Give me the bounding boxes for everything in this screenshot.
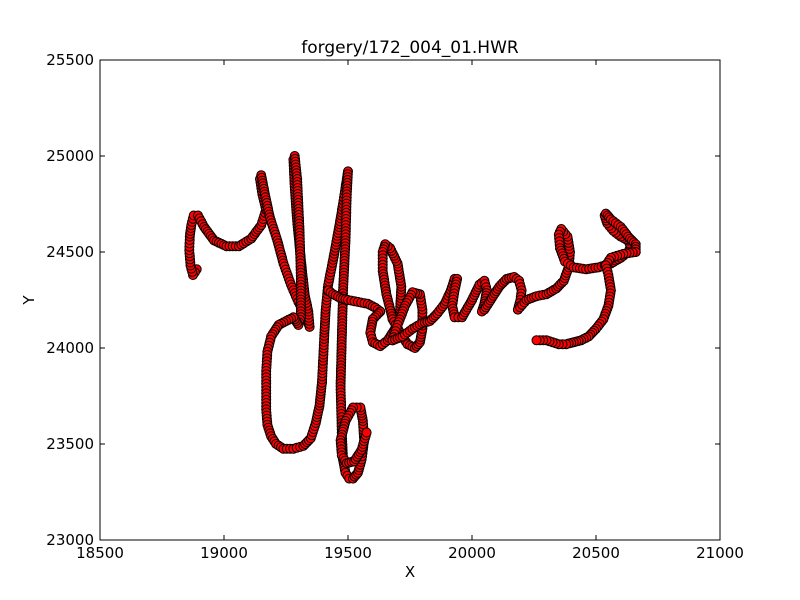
data-layer xyxy=(184,151,641,484)
y-tick-label: 23500 xyxy=(46,435,94,453)
x-tick-label: 19500 xyxy=(324,544,372,562)
x-axis-label: X xyxy=(405,563,415,581)
y-tick-label: 24500 xyxy=(46,243,94,261)
y-tick-label: 25500 xyxy=(46,51,94,69)
y-axis-ticks: 23000 23500 24000 24500 25000 25500 xyxy=(46,51,720,549)
y-tick-label: 24000 xyxy=(46,339,94,357)
x-tick-label: 20000 xyxy=(448,544,496,562)
chart-title: forgery/172_004_01.HWR xyxy=(301,38,519,58)
x-tick-label: 19000 xyxy=(200,544,248,562)
y-tick-label: 25000 xyxy=(46,147,94,165)
data-point xyxy=(531,335,542,346)
x-tick-label: 20500 xyxy=(572,544,620,562)
x-tick-label: 18500 xyxy=(76,544,124,562)
axes-frame xyxy=(99,59,721,541)
y-axis-label: Y xyxy=(20,295,38,306)
data-point xyxy=(361,427,372,438)
y-tick-label: 23000 xyxy=(46,531,94,549)
x-axis-ticks: 18500 19000 19500 20000 20500 21000 xyxy=(76,60,744,562)
x-tick-label: 21000 xyxy=(696,544,744,562)
